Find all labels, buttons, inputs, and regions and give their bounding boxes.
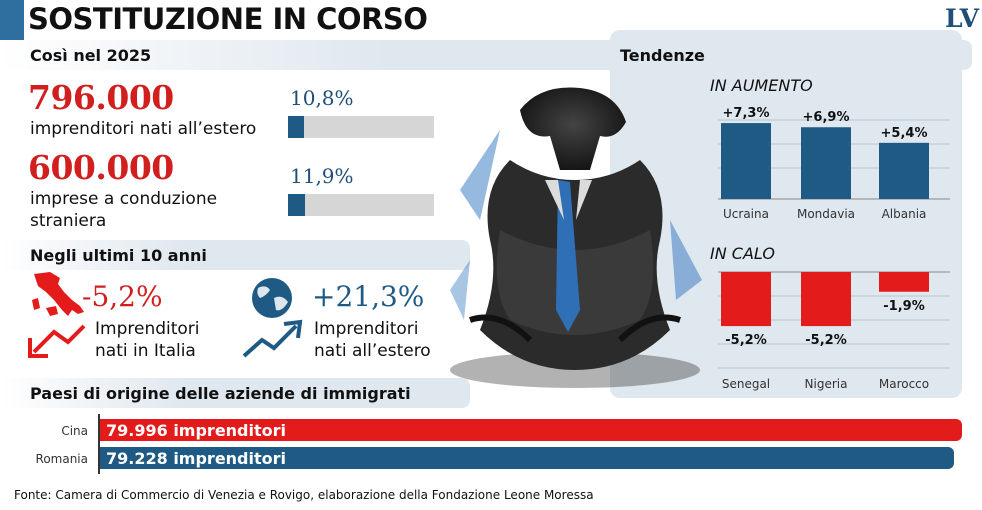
origin-value-romania: 79.228 imprenditori — [106, 448, 287, 468]
globe-icon — [252, 278, 292, 318]
distressed-man-illustration — [450, 87, 702, 388]
increase-bar-mondavia — [801, 127, 851, 199]
trends-chart: +7,3% Ucraina +6,9% Mondavia +5,4% Albania -5,… — [718, 106, 950, 391]
stat-foreign-companies-bar-fill — [288, 194, 306, 216]
decrease-category-senegal: Senegal — [722, 377, 770, 391]
italy-trend-label-line1: Imprenditori — [95, 319, 200, 339]
stat-foreign-entrepreneurs-label: imprenditori nati all’estero — [30, 119, 257, 139]
stat-foreign-companies-percent: 11,9% — [290, 164, 354, 188]
section-band-origin — [0, 378, 470, 408]
italy-trend-label-line2: nati in Italia — [95, 341, 196, 361]
decrease-value-nigeria: -5,2% — [805, 333, 846, 348]
increase-value-ucraina: +7,3% — [723, 106, 770, 121]
source-note: Fonte: Camera di Commercio di Venezia e … — [14, 488, 594, 502]
increase-value-albania: +5,4% — [881, 126, 928, 141]
page-title: SOSTITUZIONE IN CORSO — [28, 2, 428, 36]
stat-foreign-companies-value: 600.000 — [28, 148, 174, 187]
stat-foreign-entrepreneurs-bar-fill — [288, 116, 304, 138]
foreign-trend-value: +21,3% — [312, 280, 425, 313]
increase-bar-albania — [879, 142, 929, 199]
increase-category-ucraina: Ucraina — [723, 207, 769, 221]
title-accent-bar — [0, 0, 24, 40]
decrease-bar-nigeria — [801, 272, 851, 327]
section-title-10y: Negli ultimi 10 anni — [30, 246, 207, 265]
foreign-trend-graphic — [242, 278, 303, 358]
publisher-logo: LV — [945, 4, 980, 33]
trends-increase-subtitle: IN AUMENTO — [710, 76, 813, 95]
increase-category-albania: Albania — [882, 207, 927, 221]
decrease-value-senegal: -5,2% — [725, 333, 766, 348]
increase-value-mondavia: +6,9% — [803, 110, 850, 125]
foreign-trend-label-line2: nati all’estero — [314, 341, 431, 361]
section-title-2025: Così nel 2025 — [30, 46, 152, 65]
trends-decrease-subtitle: IN CALO — [710, 244, 775, 263]
foreign-trend-label-line1: Imprenditori — [314, 319, 419, 339]
stat-foreign-entrepreneurs-value: 796.000 — [28, 78, 174, 117]
origin-category-romania: Romania — [35, 452, 88, 466]
decrease-category-marocco: Marocco — [879, 377, 929, 391]
stat-foreign-companies-bar — [288, 194, 434, 216]
stat-foreign-companies-label: imprese a conduzione straniera — [30, 189, 218, 231]
origin-chart-title: Paesi di origine delle aziende di immigr… — [30, 384, 411, 403]
origin-category-cina: Cina — [61, 424, 88, 438]
italy-trend-value: -5,2% — [82, 280, 163, 313]
origin-bar-cina: 79.996 imprenditori — [100, 419, 962, 441]
increase-bar-ucraina — [721, 123, 771, 199]
trends-title: Tendenze — [620, 46, 705, 65]
decrease-bar-senegal — [721, 272, 771, 327]
increase-category-mondavia: Mondavia — [797, 207, 855, 221]
arrow-down-trend-icon — [28, 324, 86, 358]
arrow-up-trend-icon — [242, 319, 303, 358]
decrease-bar-marocco — [879, 272, 929, 292]
trends-panel — [610, 30, 962, 398]
origin-value-cina: 79.996 imprenditori — [106, 420, 287, 440]
stat-foreign-entrepreneurs-bar — [288, 116, 434, 138]
italy-map-icon — [32, 272, 84, 316]
stat-foreign-entrepreneurs-percent: 10,8% — [290, 86, 354, 110]
section-band-10y — [0, 240, 470, 270]
decrease-category-nigeria: Nigeria — [805, 377, 848, 391]
italy-trend-graphic — [28, 272, 86, 358]
decrease-value-marocco: -1,9% — [883, 299, 924, 314]
origin-bar-romania: 79.228 imprenditori — [100, 447, 954, 469]
origin-chart-axis — [98, 414, 100, 474]
